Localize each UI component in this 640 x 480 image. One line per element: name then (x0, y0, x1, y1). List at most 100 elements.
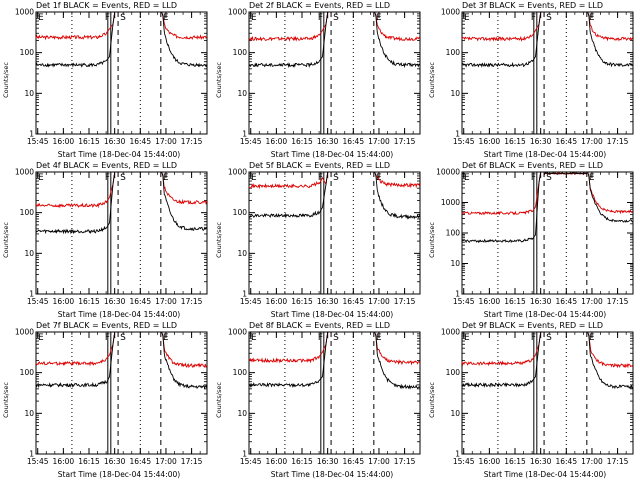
x-tick-label: 16:15 (291, 457, 313, 466)
x-tick-label: 16:45 (555, 297, 577, 306)
chart-plot: 1 10 100 1000 15:45 16:00 16:15 16:30 16:45 17:00… (15, 328, 208, 466)
series-line (374, 171, 421, 220)
x-tick-label: 16:30 (530, 137, 552, 146)
chart-panel: Det 7f BLACK = Events, RED = LLD Counts/… (0, 320, 213, 480)
chart-panel: Det 4f BLACK = Events, RED = LLD Counts/… (0, 160, 213, 320)
x-tick-label: 15:45 (453, 457, 475, 466)
series-line (374, 11, 420, 42)
x-tick-label: 17:00 (368, 457, 390, 466)
marker-label: E (163, 333, 169, 343)
y-tick-label: 100 (20, 368, 35, 377)
x-tick-label: 16:00 (479, 457, 501, 466)
x-tick-label: 16:15 (504, 457, 526, 466)
chart-panel: Det 6f BLACK = Events, RED = LLD Counts/… (426, 160, 639, 320)
x-axis-label: Start Time (18-Dec-04 15:44:00) (270, 470, 394, 479)
y-tick-label: 1000 (441, 328, 460, 337)
chart-title: Det 3f BLACK = Events, RED = LLD (461, 1, 604, 10)
x-tick-label: 16:30 (104, 457, 126, 466)
x-tick-label: 16:30 (104, 297, 126, 306)
y-tick-label: 1000 (441, 8, 460, 17)
x-tick-label: 16:30 (104, 137, 126, 146)
marker-label: E (464, 13, 470, 23)
series-line (461, 11, 542, 68)
x-axis-label: Start Time (18-Dec-04 15:44:00) (270, 310, 394, 319)
y-tick-label: 100 (233, 48, 248, 57)
marker-label: E (163, 173, 169, 183)
marker-label: S (546, 173, 552, 183)
x-axis-label: Start Time (18-Dec-04 15:44:00) (57, 150, 181, 159)
series-line (35, 171, 116, 209)
x-tick-label: 17:15 (607, 297, 629, 306)
series-line (248, 171, 329, 219)
chart-panel: Det 5f BLACK = Events, RED = LLD Counts/… (213, 160, 426, 320)
plot-frame (248, 11, 421, 135)
plot-frame (248, 331, 421, 455)
y-tick-label: 1 (29, 130, 34, 139)
series-line (461, 11, 542, 42)
y-tick-label: 100 (446, 229, 461, 238)
y-tick-label: 1000 (228, 8, 247, 17)
x-tick-label: 17:00 (581, 457, 603, 466)
chart-title: Det 9f BLACK = Events, RED = LLD (461, 321, 604, 330)
y-tick-label: 10 (237, 89, 247, 98)
series-line (161, 11, 208, 41)
x-tick-label: 16:00 (266, 297, 288, 306)
y-tick-label: 100 (446, 48, 461, 57)
x-tick-label: 16:00 (479, 297, 501, 306)
x-tick-label: 16:30 (317, 297, 339, 306)
y-tick-label: 10000 (436, 168, 460, 177)
series-line (161, 331, 208, 390)
x-axis-label: Start Time (18-Dec-04 15:44:00) (57, 310, 181, 319)
x-tick-label: 16:45 (129, 137, 151, 146)
series-line (35, 11, 116, 68)
x-tick-label: 16:15 (291, 297, 313, 306)
series-line (248, 11, 329, 69)
x-tick-label: 17:15 (394, 137, 416, 146)
series-line (587, 171, 633, 215)
x-axis-label: Start Time (18-Dec-04 15:44:00) (483, 310, 607, 319)
marker-label: F (318, 173, 323, 183)
y-tick-label: 10 (450, 89, 460, 98)
marker-label: S (333, 333, 339, 343)
x-tick-label: 15:45 (453, 137, 475, 146)
marker-label: E (589, 13, 595, 23)
plot-frame (461, 171, 634, 295)
y-tick-label: 1 (242, 290, 247, 299)
y-tick-label: 1000 (228, 328, 247, 337)
x-tick-label: 16:15 (504, 137, 526, 146)
x-tick-label: 16:30 (317, 457, 339, 466)
marker-label: F (531, 13, 536, 23)
y-tick-label: 10 (450, 409, 460, 418)
marker-label: E (163, 13, 169, 23)
y-tick-label: 10 (24, 249, 34, 258)
plot-frame (35, 11, 208, 135)
y-tick-label: 10 (450, 259, 460, 268)
x-tick-label: 16:00 (53, 297, 75, 306)
x-tick-label: 16:45 (342, 297, 364, 306)
y-tick-label: 1 (455, 130, 460, 139)
x-axis-label: Start Time (18-Dec-04 15:44:00) (483, 150, 607, 159)
marker-label: E (251, 173, 257, 183)
chart-plot: 1 10 100 1000 15:45 16:00 16:15 16:30 16:45 17:00… (441, 328, 634, 466)
x-axis-label: Start Time (18-Dec-04 15:44:00) (483, 470, 607, 479)
chart-panel: Det 9f BLACK = Events, RED = LLD Counts/… (426, 320, 639, 480)
chart-title: Det 1f BLACK = Events, RED = LLD (35, 1, 178, 10)
y-tick-label: 1000 (15, 8, 34, 17)
series-line (461, 171, 542, 216)
y-tick-label: 1 (29, 290, 34, 299)
x-tick-label: 15:45 (27, 297, 49, 306)
marker-label: E (38, 333, 44, 343)
y-tick-label: 100 (20, 208, 35, 217)
x-tick-label: 16:30 (530, 297, 552, 306)
x-tick-label: 16:45 (555, 457, 577, 466)
marker-label: F (318, 13, 323, 23)
series-line (35, 331, 116, 389)
x-tick-label: 17:15 (181, 137, 203, 146)
marker-label: S (333, 13, 339, 23)
x-tick-label: 16:15 (504, 297, 526, 306)
marker-label: E (589, 173, 595, 183)
chart-panel: Det 2f BLACK = Events, RED = LLD Counts/… (213, 0, 426, 160)
x-tick-label: 15:45 (240, 297, 262, 306)
marker-label: S (120, 173, 126, 183)
series-line (161, 171, 208, 206)
